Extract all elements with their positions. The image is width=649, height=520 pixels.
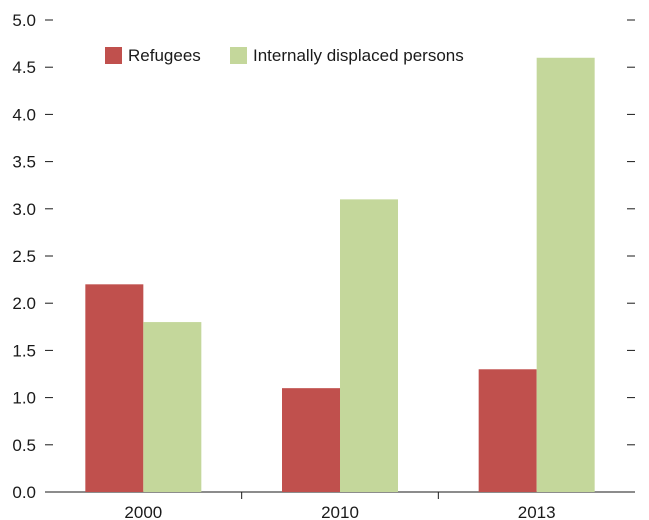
bar-idp-2000 bbox=[143, 322, 202, 492]
y-tick-label: 0.5 bbox=[12, 436, 36, 455]
y-tick-label: 4.5 bbox=[12, 58, 36, 77]
y-tick-label: 4.0 bbox=[12, 105, 36, 124]
legend-swatch-refugees bbox=[105, 47, 122, 64]
x-tick-label: 2010 bbox=[321, 503, 359, 520]
y-tick-label: 5.0 bbox=[12, 11, 36, 30]
y-tick-label: 1.0 bbox=[12, 389, 36, 408]
x-tick-label: 2013 bbox=[518, 503, 556, 520]
y-tick-label: 2.0 bbox=[12, 294, 36, 313]
y-tick-label: 1.5 bbox=[12, 341, 36, 360]
legend-swatch-idp bbox=[230, 47, 247, 64]
bar-refugees-2000 bbox=[85, 284, 144, 492]
bar-refugees-2010 bbox=[282, 388, 340, 492]
legend-label-idp: Internally displaced persons bbox=[253, 46, 464, 65]
x-tick-label: 2000 bbox=[124, 503, 162, 520]
bar-idp-2013 bbox=[536, 57, 595, 492]
y-tick-label: 3.0 bbox=[12, 200, 36, 219]
y-tick-label: 3.5 bbox=[12, 153, 36, 172]
y-tick-label: 0.0 bbox=[12, 483, 36, 502]
y-tick-label: 2.5 bbox=[12, 247, 36, 266]
legend-label-refugees: Refugees bbox=[128, 46, 201, 65]
bar-refugees-2013 bbox=[478, 369, 537, 492]
bar-idp-2010 bbox=[340, 199, 398, 493]
